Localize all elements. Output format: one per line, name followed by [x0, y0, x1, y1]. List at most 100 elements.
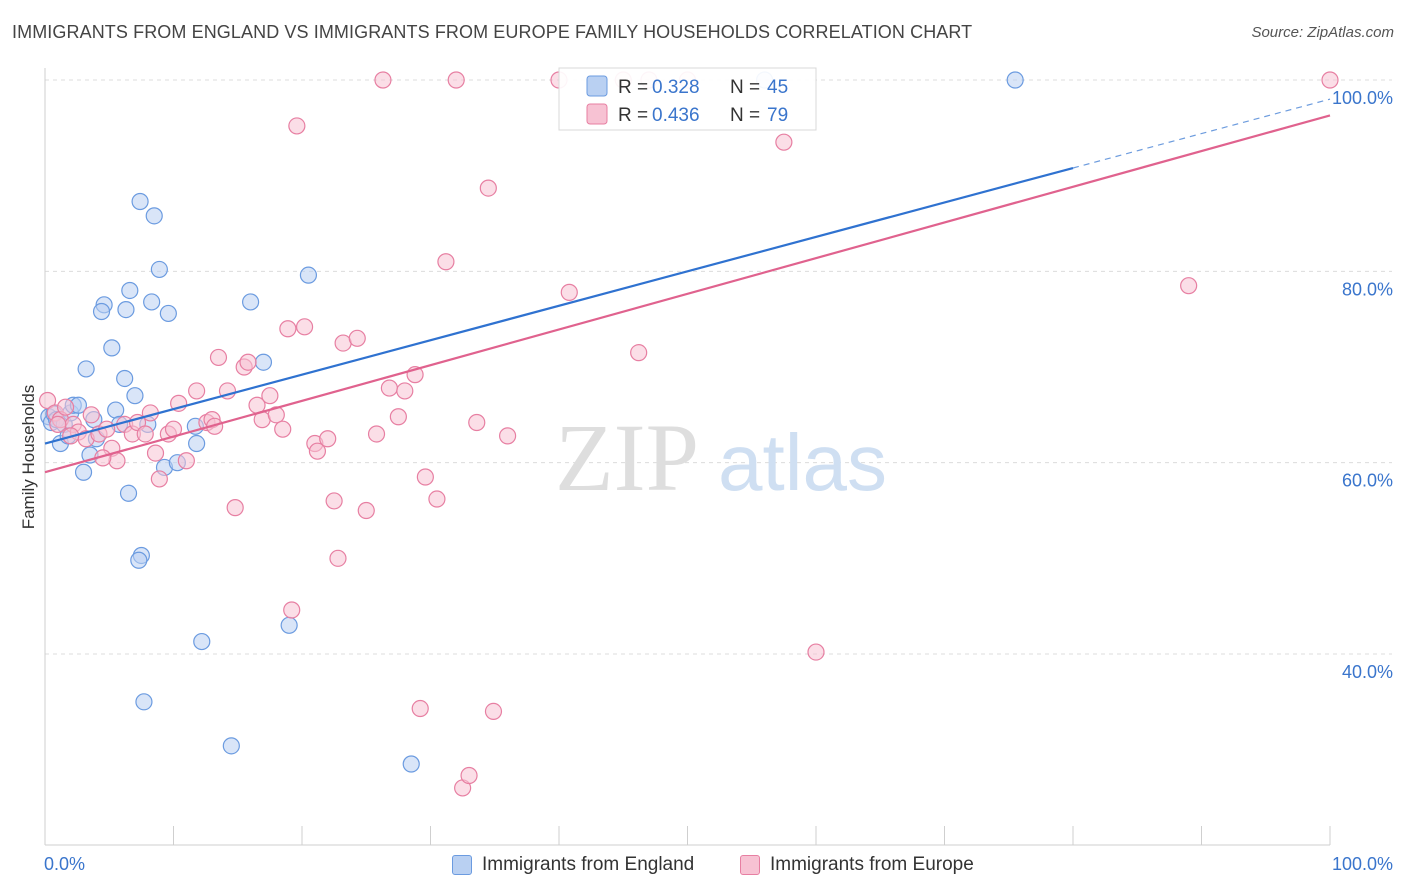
point-europe: [295, 318, 314, 336]
y-tick-label: 100.0%: [1332, 88, 1393, 108]
point-europe: [177, 452, 195, 470]
point-europe: [416, 468, 434, 486]
point-europe: [226, 499, 244, 517]
watermark-atlas: atlas: [718, 418, 887, 507]
source-label: Source: ZipAtlas.com: [1251, 24, 1394, 41]
point-europe: [447, 71, 465, 89]
chart-title: IMMIGRANTS FROM ENGLAND VS IMMIGRANTS FR…: [12, 22, 973, 42]
point-europe: [479, 179, 497, 197]
point-england: [116, 369, 134, 388]
stats-legend: R = 0.328 N = 45 R = 0.436 N = 79: [558, 67, 817, 131]
point-europe: [150, 470, 168, 488]
stats-n-label: N =: [730, 105, 760, 126]
point-europe: [209, 348, 228, 367]
gridlines: [45, 79, 1392, 655]
point-england: [92, 302, 111, 321]
point-england: [222, 737, 240, 755]
trend-line-england-extension: [1072, 98, 1331, 169]
point-europe: [82, 406, 100, 424]
stats-r-label: R =: [618, 105, 648, 126]
point-england: [143, 293, 161, 311]
trend-line-england: [44, 166, 1074, 445]
point-england: [242, 293, 260, 311]
point-europe: [374, 71, 392, 89]
point-europe: [146, 444, 165, 462]
point-europe: [325, 492, 343, 510]
point-europe: [38, 391, 57, 410]
point-europe: [274, 420, 292, 438]
point-europe: [499, 427, 517, 445]
point-europe: [308, 442, 327, 460]
y-tick-label: 60.0%: [1342, 471, 1393, 491]
point-england: [159, 304, 177, 323]
x-tick-label: 100.0%: [1332, 854, 1393, 874]
trend-line-europe: [44, 114, 1331, 474]
trend-lines: [44, 98, 1331, 474]
stats-n-label: N =: [730, 77, 760, 98]
point-england: [131, 192, 149, 211]
point-england: [130, 551, 148, 569]
point-england: [188, 434, 206, 453]
y-tick-label: 40.0%: [1342, 662, 1393, 682]
point-europe: [396, 382, 414, 400]
point-europe: [279, 320, 297, 338]
watermark-zip: ZIP: [555, 404, 699, 511]
points: [38, 71, 1339, 797]
y-axis-label: Family Households: [19, 385, 38, 530]
legend-swatch-europe: [740, 855, 760, 875]
point-europe: [1321, 71, 1339, 89]
point-england: [103, 339, 121, 357]
point-england: [145, 207, 163, 225]
stats-swatch: [586, 75, 608, 97]
point-europe: [348, 329, 366, 347]
point-europe: [49, 415, 67, 433]
point-europe: [261, 387, 279, 405]
tick-labels: 40.0% 60.0% 80.0% 100.0% 0.0% 100.0%: [44, 88, 1393, 874]
point-europe: [389, 408, 407, 426]
point-england: [119, 484, 138, 502]
point-europe: [136, 425, 154, 443]
legend-label-europe: Immigrants from Europe: [770, 854, 974, 875]
point-europe: [283, 601, 301, 619]
point-england: [126, 387, 144, 405]
legend-swatch-england: [452, 855, 472, 875]
point-europe: [437, 253, 455, 271]
point-europe: [188, 382, 206, 400]
stats-swatch: [586, 103, 608, 125]
stats-r-label: R =: [618, 77, 648, 98]
point-europe: [267, 406, 285, 424]
point-england: [402, 755, 420, 773]
point-england: [77, 360, 95, 378]
point-europe: [319, 430, 337, 448]
point-england: [107, 401, 125, 419]
point-europe: [329, 549, 347, 567]
point-england: [280, 616, 298, 634]
point-europe: [288, 117, 306, 135]
point-europe: [239, 353, 257, 371]
point-europe: [775, 133, 793, 151]
point-europe: [380, 379, 398, 397]
point-europe: [411, 699, 429, 718]
stats-n-value: 79: [767, 105, 788, 126]
point-england: [299, 266, 318, 284]
axes: [44, 68, 1331, 846]
point-england: [117, 301, 135, 319]
point-england: [150, 260, 168, 279]
stats-r-value: 0.328: [652, 77, 700, 98]
point-england: [254, 353, 273, 371]
point-england: [121, 281, 139, 300]
y-tick-label: 80.0%: [1342, 279, 1393, 299]
point-europe: [367, 425, 386, 443]
point-europe: [357, 501, 375, 520]
point-england: [1006, 71, 1024, 89]
series-legend: Immigrants from England Immigrants from …: [0, 851, 1406, 879]
point-england: [193, 632, 211, 651]
point-europe: [484, 702, 503, 721]
point-europe: [460, 766, 478, 785]
point-europe: [428, 490, 446, 508]
stats-r-value: 0.436: [652, 105, 700, 126]
point-europe: [807, 643, 825, 661]
stats-n-value: 45: [767, 77, 788, 98]
legend-item-england: Immigrants from England: [452, 851, 694, 879]
